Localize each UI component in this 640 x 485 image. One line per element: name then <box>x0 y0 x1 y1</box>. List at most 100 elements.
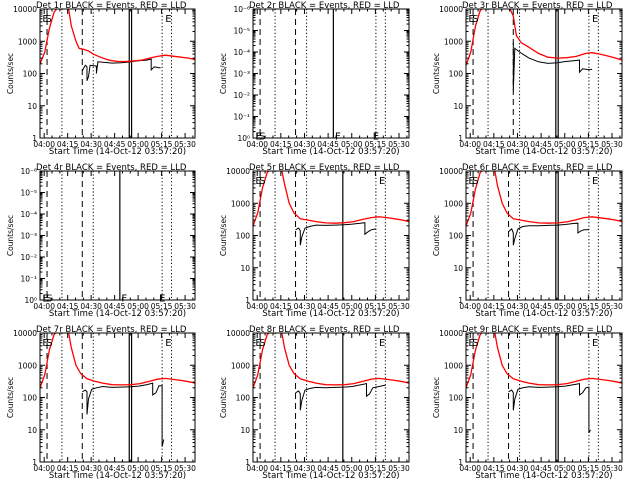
x-tick-label: 04:00 <box>246 302 268 311</box>
x-tick-label: 05:15 <box>578 464 600 473</box>
x-axis-label: Start Time (14-Oct-12 03:57:20) <box>475 309 612 319</box>
x-tick-label: 05:00 <box>127 302 149 311</box>
y-tick-label: 1000 <box>444 361 463 370</box>
chart-title: Det 1r BLACK = Events, RED = LLD <box>36 1 187 11</box>
series-lld-line <box>466 333 622 389</box>
y-tick-label: 10 <box>240 426 250 435</box>
y-tick-label: 10⁻¹ <box>20 275 37 284</box>
y-tick-label: 10⁻³ <box>233 70 250 79</box>
event-marker-s: S <box>45 14 51 25</box>
y-tick-label: 10⁻³ <box>20 232 37 241</box>
series-events-line <box>508 383 591 434</box>
chart-title: Det 4r BLACK = Events, RED = LLD <box>36 163 187 173</box>
event-marker-e: E <box>468 338 474 349</box>
x-tick-label: 05:30 <box>174 302 196 311</box>
series-lld-line <box>40 333 195 389</box>
y-tick-label: 10⁻⁴ <box>233 48 250 57</box>
event-marker-e: E <box>592 176 598 187</box>
x-axis-label: Start Time (14-Oct-12 03:57:20) <box>475 147 612 157</box>
y-axis-label: Counts/sec <box>432 53 441 94</box>
y-axis-label: Counts/sec <box>432 215 441 256</box>
x-tick-label: 04:45 <box>104 302 126 311</box>
x-axis-label: Start Time (14-Oct-12 03:57:20) <box>262 147 399 157</box>
x-tick-label: 05:00 <box>554 140 576 149</box>
x-tick-label: 04:30 <box>507 302 529 311</box>
chart-panel-3: Det 3r BLACK = Events, RED = LLD Start Ti… <box>432 1 623 157</box>
event-marker-s: S <box>46 338 52 349</box>
y-tick-label: 1 <box>245 296 250 305</box>
y-tick-label: 10000 <box>439 167 463 176</box>
series-events-line <box>81 58 161 81</box>
chart-panel-7: Det 7r BLACK = Events, RED = LLD Start Ti… <box>6 325 196 481</box>
event-marker-e: E <box>592 14 598 25</box>
y-tick-label: 1000 <box>18 37 37 46</box>
y-tick-label: 10⁻⁵ <box>20 189 37 198</box>
x-tick-label: 05:30 <box>388 302 410 311</box>
x-tick-label: 05:30 <box>388 464 410 473</box>
chart-panel-5: Det 5r BLACK = Events, RED = LLD Start Ti… <box>219 163 410 319</box>
series-lld-line <box>253 333 409 389</box>
event-marker-s: S <box>259 338 265 349</box>
event-marker-e: E <box>468 14 474 25</box>
y-tick-label: 10⁰ <box>24 296 37 305</box>
y-tick-label: 10 <box>27 102 37 111</box>
y-tick-label: 1000 <box>444 199 463 208</box>
y-tick-label: 10000 <box>439 329 463 338</box>
event-marker-f: F <box>121 293 127 304</box>
x-tick-label: 04:45 <box>317 140 339 149</box>
y-tick-label: 1000 <box>444 37 463 46</box>
y-tick-label: 10000 <box>13 5 37 14</box>
y-tick-label: 10000 <box>13 329 37 338</box>
x-tick-label: 04:45 <box>104 464 126 473</box>
event-marker-e: E <box>165 338 171 349</box>
y-tick-label: 10 <box>240 264 250 273</box>
x-tick-label: 04:15 <box>270 464 292 473</box>
x-tick-label: 04:15 <box>57 464 79 473</box>
event-marker-e: E <box>255 338 261 349</box>
y-tick-label: 10⁻¹ <box>233 113 250 122</box>
x-tick-label: 05:15 <box>365 140 387 149</box>
x-tick-label: 04:00 <box>459 140 481 149</box>
x-tick-label: 04:00 <box>33 140 55 149</box>
y-axis-label: Counts/sec <box>432 377 441 418</box>
chart-title: Det 8r BLACK = Events, RED = LLD <box>249 325 400 335</box>
y-tick-label: 100 <box>236 232 251 241</box>
y-axis-label: Counts/sec <box>219 53 228 94</box>
y-tick-label: 10000 <box>439 5 463 14</box>
x-tick-label: 05:15 <box>365 464 387 473</box>
y-tick-label: 1000 <box>18 361 37 370</box>
x-tick-label: 04:30 <box>507 464 529 473</box>
x-tick-label: 05:00 <box>554 464 576 473</box>
x-axis-label: Start Time (14-Oct-12 03:57:20) <box>262 471 399 480</box>
event-marker-e: E <box>468 176 474 187</box>
y-tick-label: 1000 <box>231 361 250 370</box>
chart-panel-1: Det 1r BLACK = Events, RED = LLD Start Ti… <box>6 1 196 157</box>
x-tick-label: 05:15 <box>578 140 600 149</box>
y-tick-label: 1 <box>245 458 250 467</box>
y-tick-label: 10⁻⁶ <box>233 5 250 14</box>
y-tick-label: 1000 <box>231 199 250 208</box>
y-tick-label: 10 <box>27 426 37 435</box>
x-tick-label: 04:15 <box>483 464 505 473</box>
x-tick-label: 05:00 <box>341 140 363 149</box>
y-tick-label: 1 <box>458 134 463 143</box>
series-lld-line <box>466 171 622 227</box>
y-tick-label: 1 <box>32 134 37 143</box>
x-tick-label: 04:15 <box>483 302 505 311</box>
x-tick-label: 04:45 <box>530 464 552 473</box>
x-tick-label: 04:15 <box>57 302 79 311</box>
y-axis-label: Counts/sec <box>219 215 228 256</box>
event-marker-s: S <box>259 131 265 142</box>
y-tick-label: 1 <box>458 458 463 467</box>
series-events-line <box>508 222 589 246</box>
x-tick-label: 04:30 <box>80 302 102 311</box>
x-tick-label: 04:15 <box>270 302 292 311</box>
x-tick-label: 05:00 <box>127 464 149 473</box>
x-tick-label: 05:30 <box>601 464 623 473</box>
event-marker-e: E <box>165 14 171 25</box>
chart-title: Det 6r BLACK = Events, RED = LLD <box>462 163 613 173</box>
x-tick-label: 04:45 <box>530 140 552 149</box>
y-tick-label: 10⁻⁴ <box>20 210 37 219</box>
x-tick-label: 05:00 <box>127 140 149 149</box>
event-marker-e: E <box>255 176 261 187</box>
